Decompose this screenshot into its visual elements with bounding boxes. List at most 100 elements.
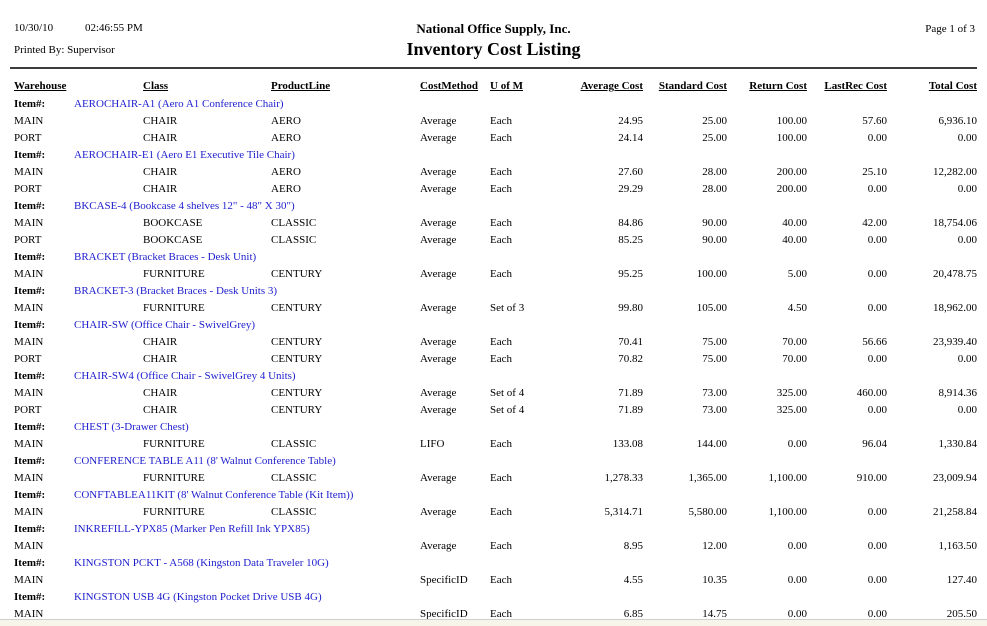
item-code-link[interactable]: AEROCHAIR-E1 (Aero E1 Executive Tile Cha… xyxy=(74,149,295,161)
cell-return-cost: 0.00 xyxy=(787,540,807,552)
cell-total-cost: 21,258.84 xyxy=(933,506,977,518)
cell-uofm: Each xyxy=(490,268,512,280)
cell-total-cost: 8,914.36 xyxy=(938,387,978,399)
cell-warehouse: MAIN xyxy=(14,268,44,280)
cell-cost-method: Average xyxy=(420,472,457,484)
cell-product-line: CENTURY xyxy=(271,387,323,399)
cell-average-cost: 70.41 xyxy=(618,336,643,348)
cell-last-rec-cost: 0.00 xyxy=(867,234,887,246)
warehouse-detail-row: MAIN FURNITURE CLASSIC LIFO Each 133.08 144.00… xyxy=(0,436,987,453)
cell-total-cost: 0.00 xyxy=(957,234,977,246)
warehouse-detail-row: PORT BOOKCASE CLASSIC Average Each 85.25 90.00… xyxy=(0,232,987,249)
cell-cost-method: Average xyxy=(420,166,457,178)
warehouse-detail-row: MAIN CHAIR AERO Average Each 27.60 28.00 200.00… xyxy=(0,164,987,181)
cell-uofm: Each xyxy=(490,115,512,127)
column-header-total-cost: Total Cost xyxy=(928,80,977,92)
printed-by-label: Printed By: Supervisor xyxy=(14,44,115,56)
cell-average-cost: 71.89 xyxy=(618,387,643,399)
cell-warehouse: MAIN xyxy=(14,302,44,314)
item-code-link[interactable]: AEROCHAIR-A1 (Aero A1 Conference Chair) xyxy=(74,98,284,110)
warehouse-detail-row: MAIN FURNITURE CENTURY Average Each 95.25 100.… xyxy=(0,266,987,283)
cell-cost-method: Average xyxy=(420,217,457,229)
cell-class: FURNITURE xyxy=(143,302,205,314)
cell-average-cost: 95.25 xyxy=(618,268,643,280)
cell-last-rec-cost: 0.00 xyxy=(867,132,887,144)
item-code-link[interactable]: BRACKET-3 (Bracket Braces - Desk Units 3… xyxy=(74,285,278,297)
cell-return-cost: 200.00 xyxy=(776,166,807,178)
cell-return-cost: 70.00 xyxy=(782,353,807,365)
cell-warehouse: MAIN xyxy=(14,387,44,399)
column-header-class: Class xyxy=(143,80,169,92)
viewer-bottom-edge xyxy=(0,619,987,626)
cell-uofm: Each xyxy=(490,217,512,229)
cell-warehouse: PORT xyxy=(14,132,42,144)
cell-return-cost: 100.00 xyxy=(776,132,807,144)
cell-average-cost: 8.95 xyxy=(623,540,643,552)
cell-warehouse: PORT xyxy=(14,234,42,246)
cell-return-cost: 200.00 xyxy=(776,183,807,195)
item-row: Item#: BRACKET-3 (Bracket Braces - Desk U… xyxy=(0,283,987,300)
header-divider xyxy=(10,67,977,69)
item-code-link[interactable]: CONFTABLEA11KIT (8' Walnut Conference Ta… xyxy=(74,489,354,501)
cell-cost-method: Average xyxy=(420,404,457,416)
cell-product-line: CLASSIC xyxy=(271,472,317,484)
cell-last-rec-cost: 910.00 xyxy=(856,472,887,484)
cell-last-rec-cost: 0.00 xyxy=(867,353,887,365)
cell-product-line: CENTURY xyxy=(271,353,323,365)
item-number-label: Item#: xyxy=(14,285,46,297)
item-number-label: Item#: xyxy=(14,370,46,382)
page-indicator: Page 1 of 3 xyxy=(925,23,975,35)
cell-standard-cost: 73.00 xyxy=(702,404,727,416)
cell-product-line: AERO xyxy=(271,166,301,178)
report-title: Inventory Cost Listing xyxy=(406,39,581,59)
cell-warehouse: PORT xyxy=(14,404,42,416)
cell-total-cost: 12,282.00 xyxy=(933,166,977,178)
cell-uofm: Each xyxy=(490,183,512,195)
cell-warehouse: MAIN xyxy=(14,115,44,127)
item-code-link[interactable]: CHAIR-SW4 (Office Chair - SwivelGrey 4 U… xyxy=(74,370,296,382)
cell-average-cost: 84.86 xyxy=(618,217,643,229)
cell-return-cost: 1,100.00 xyxy=(768,472,808,484)
cell-uofm: Each xyxy=(490,472,512,484)
cell-average-cost: 24.95 xyxy=(618,115,643,127)
item-code-link[interactable]: CHAIR-SW (Office Chair - SwivelGrey) xyxy=(74,319,256,331)
item-code-link[interactable]: KINGSTON PCKT - A568 (Kingston Data Trav… xyxy=(74,557,329,569)
cell-class: BOOKCASE xyxy=(143,217,203,229)
item-code-link[interactable]: CONFERENCE TABLE A11 (8' Walnut Conferen… xyxy=(74,455,336,467)
cell-cost-method: Average xyxy=(420,506,457,518)
item-number-label: Item#: xyxy=(14,523,46,535)
column-header-standard-cost: Standard Cost xyxy=(658,80,727,92)
item-row: Item#: INKREFILL-YPX85 (Marker Pen Refill… xyxy=(0,521,987,538)
item-code-link[interactable]: KINGSTON USB 4G (Kingston Pocket Drive U… xyxy=(74,591,322,603)
item-code-link[interactable]: BRACKET (Bracket Braces - Desk Unit) xyxy=(74,251,257,263)
cell-class: CHAIR xyxy=(143,353,178,365)
item-number-label: Item#: xyxy=(14,149,46,161)
cell-last-rec-cost: 0.00 xyxy=(867,183,887,195)
warehouse-detail-row: MAIN FURNITURE CLASSIC Average Each 1,278.33 1… xyxy=(0,470,987,487)
cell-return-cost: 325.00 xyxy=(776,404,807,416)
cell-class: CHAIR xyxy=(143,183,178,195)
cell-last-rec-cost: 25.10 xyxy=(862,166,887,178)
cell-product-line: CENTURY xyxy=(271,302,323,314)
cell-cost-method: LIFO xyxy=(420,438,445,450)
warehouse-detail-row: MAIN FURNITURE CLASSIC Average Each 5,314.71 5… xyxy=(0,504,987,521)
cell-total-cost: 23,009.94 xyxy=(933,472,977,484)
cell-last-rec-cost: 96.04 xyxy=(862,438,887,450)
item-code-link[interactable]: BKCASE-4 (Bookcase 4 shelves 12" - 48" X… xyxy=(74,200,295,212)
item-row: Item#: BRACKET (Bracket Braces - Desk Uni… xyxy=(0,249,987,266)
cell-warehouse: MAIN xyxy=(14,166,44,178)
cell-return-cost: 325.00 xyxy=(776,387,807,399)
item-code-link[interactable]: INKREFILL-YPX85 (Marker Pen Refill Ink Y… xyxy=(74,523,310,535)
cell-class: CHAIR xyxy=(143,404,178,416)
cell-total-cost: 18,754.06 xyxy=(933,217,977,229)
warehouse-detail-row: MAIN BOOKCASE CLASSIC Average Each 84.86 90.00… xyxy=(0,215,987,232)
cell-standard-cost: 14.75 xyxy=(702,608,727,620)
item-code-link[interactable]: CHEST (3-Drawer Chest) xyxy=(74,421,189,433)
item-row: Item#: CONFERENCE TABLE A11 (8' Walnut Co… xyxy=(0,453,987,470)
cell-warehouse: MAIN xyxy=(14,438,44,450)
warehouse-detail-row: PORT CHAIR AERO Average Each 29.29 28.00 200.00… xyxy=(0,181,987,198)
cell-standard-cost: 1,365.00 xyxy=(688,472,728,484)
cell-warehouse: MAIN xyxy=(14,217,44,229)
cell-total-cost: 6,936.10 xyxy=(938,115,978,127)
item-number-label: Item#: xyxy=(14,251,46,263)
